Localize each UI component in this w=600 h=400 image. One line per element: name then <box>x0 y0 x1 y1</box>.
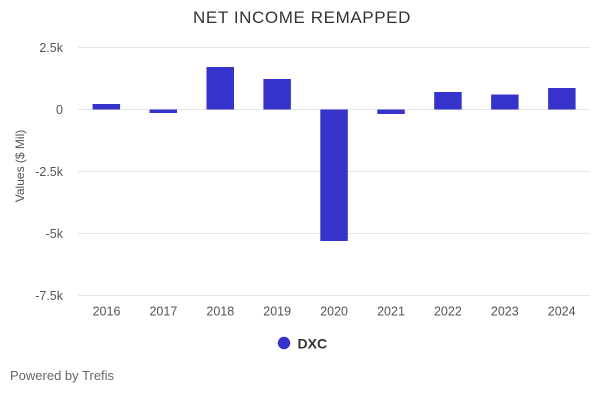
svg-text:-7.5k: -7.5k <box>35 289 64 303</box>
svg-text:2017: 2017 <box>149 305 177 319</box>
svg-text:2019: 2019 <box>263 305 291 319</box>
svg-text:2021: 2021 <box>377 305 405 319</box>
svg-text:0: 0 <box>56 103 63 117</box>
svg-text:2020: 2020 <box>320 305 348 319</box>
svg-text:Powered by Trefis: Powered by Trefis <box>10 368 115 383</box>
svg-text:-2.5k: -2.5k <box>35 165 64 179</box>
svg-text:NET INCOME REMAPPED: NET INCOME REMAPPED <box>193 8 411 27</box>
svg-text:-5k: -5k <box>46 227 64 241</box>
svg-text:2018: 2018 <box>206 305 234 319</box>
svg-text:2.5k: 2.5k <box>39 41 63 55</box>
svg-text:2024: 2024 <box>548 305 576 319</box>
svg-text:Values ($ Mil): Values ($ Mil) <box>13 130 27 202</box>
svg-text:DXC: DXC <box>298 336 328 352</box>
svg-text:2016: 2016 <box>93 305 121 319</box>
svg-text:2023: 2023 <box>491 305 519 319</box>
svg-text:2022: 2022 <box>434 305 462 319</box>
